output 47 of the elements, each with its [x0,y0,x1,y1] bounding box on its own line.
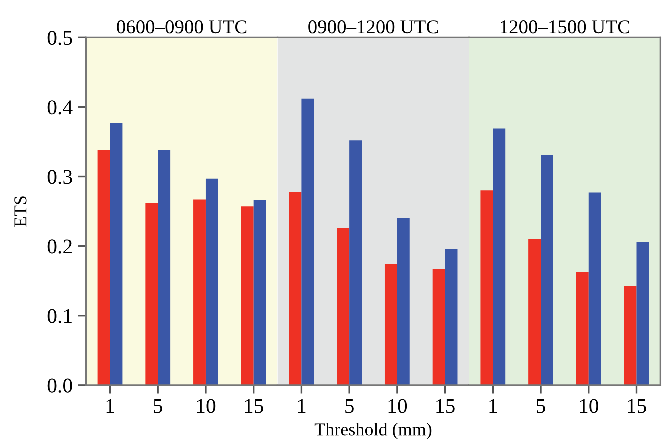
x-tick-label: 5 [346,399,354,414]
bar [337,228,350,386]
bar [397,218,410,386]
bar [350,140,362,386]
bar [588,192,602,386]
chart-title: 0600–0900 UTC [117,20,247,34]
x-tick-label: 10 [197,399,216,414]
bar [384,264,398,386]
chart-title: 1200–1500 UTC [501,20,630,34]
bar [302,98,314,386]
y-axis-title: ETS [14,196,27,228]
bar [110,123,123,386]
bar [480,190,494,386]
bar [158,150,171,386]
y-tick-label: 0.2 [48,240,72,254]
bar [576,272,589,386]
y-tick-label: 0.3 [48,170,72,184]
bar [289,192,302,386]
bar [445,249,458,386]
bar [541,155,554,386]
bar [624,286,637,386]
x-axis-title: Threshold (mm) [314,423,432,440]
x-tick-label: 1 [298,399,306,414]
y-tick-label: 0.4 [48,100,73,115]
chart-title: 0900–1200 UTC [308,20,438,34]
x-tick-label: 5 [154,399,163,414]
bar [254,200,266,386]
bar [528,239,542,386]
bar [493,128,506,386]
y-tick-label: 0.0 [48,378,72,393]
y-tick-label: 0.1 [48,309,72,324]
bar [98,150,110,386]
bar [194,200,206,386]
x-tick-label: 15 [436,399,455,414]
x-tick-label: 15 [245,399,264,414]
bar [146,203,158,386]
x-tick-label: 15 [628,399,646,414]
x-tick-label: 10 [580,399,599,414]
bar [241,206,254,386]
bar [636,242,650,386]
bar [206,178,218,386]
x-tick-label: 1 [490,399,498,414]
x-tick-label: 10 [388,399,408,414]
y-tick-label: 0.5 [48,31,72,46]
x-tick-label: 5 [537,399,546,414]
bar [432,269,446,386]
x-tick-label: 1 [106,399,114,414]
